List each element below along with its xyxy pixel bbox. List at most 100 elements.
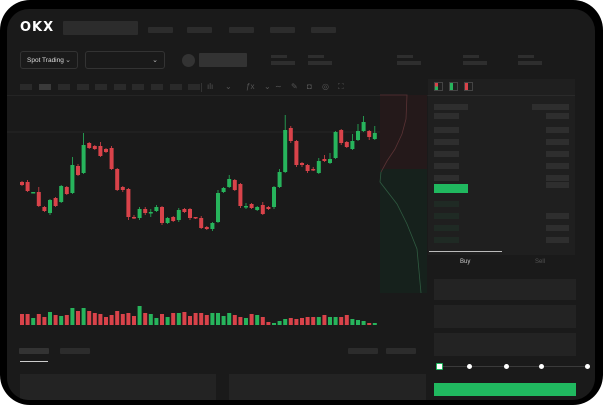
volume-bar xyxy=(272,323,276,325)
volume-bar xyxy=(356,320,360,325)
nav-item[interactable] xyxy=(148,27,173,33)
volume-bar xyxy=(137,306,142,325)
candle-body xyxy=(109,148,114,169)
ask-amount xyxy=(546,163,569,169)
candle-body xyxy=(339,130,344,143)
volume-bar xyxy=(25,314,30,325)
volume-bar xyxy=(48,312,52,325)
candle-body xyxy=(372,133,377,139)
volume-bar xyxy=(266,322,271,325)
ask-price xyxy=(434,139,459,145)
candle-body xyxy=(350,141,355,149)
candle-body xyxy=(70,165,75,193)
filter-button[interactable] xyxy=(386,348,416,354)
timeframe-button[interactable] xyxy=(95,84,107,90)
amount-slider-track[interactable] xyxy=(438,366,588,367)
price-input[interactable] xyxy=(434,279,576,300)
timeframe-button[interactable] xyxy=(20,84,32,90)
nav-item[interactable] xyxy=(311,27,336,33)
nav-item[interactable] xyxy=(270,27,295,33)
timeframe-button[interactable] xyxy=(170,84,182,90)
ask-price xyxy=(434,104,468,110)
candle-body xyxy=(171,217,176,221)
slider-knob[interactable] xyxy=(538,364,544,369)
candle-body xyxy=(160,207,164,223)
volume-bar xyxy=(361,321,366,325)
volume-bar xyxy=(221,316,226,325)
timeframe-button[interactable] xyxy=(114,84,126,90)
indicator-icon[interactable]: ƒx xyxy=(246,82,255,91)
timeframe-button[interactable] xyxy=(151,84,163,90)
candle-body xyxy=(182,209,187,212)
volume-bar xyxy=(160,314,164,325)
settings-icon[interactable]: ◎ xyxy=(322,82,329,91)
search-bar-placeholder[interactable] xyxy=(63,21,138,35)
candle-body xyxy=(64,187,69,194)
volume-bar xyxy=(109,315,114,325)
orderbook-asks-view-icon[interactable] xyxy=(464,82,473,91)
ask-amount xyxy=(546,151,569,157)
nav-item[interactable] xyxy=(229,27,254,33)
candle-body xyxy=(59,186,64,202)
volume-bar xyxy=(148,314,153,325)
candle-body xyxy=(294,141,299,165)
candle-body xyxy=(132,217,136,219)
timeframe-button[interactable] xyxy=(58,84,70,90)
candle-body xyxy=(311,169,316,171)
draw-pencil-icon[interactable]: ✎ xyxy=(291,82,298,91)
filter-button[interactable] xyxy=(348,348,378,354)
candle-body xyxy=(199,218,204,228)
tab-order-history[interactable] xyxy=(60,348,90,354)
fullscreen-icon[interactable]: ⛶ xyxy=(338,82,344,91)
market-dropdown[interactable]: Spot Trading ⌄ xyxy=(20,51,78,69)
stat-value xyxy=(518,61,542,65)
candle-body xyxy=(361,122,366,131)
nav-item[interactable] xyxy=(187,27,212,33)
candle-type-icon[interactable]: ılı xyxy=(207,82,214,91)
candle-body xyxy=(238,184,243,206)
spread-amount xyxy=(546,182,569,188)
volume-bar xyxy=(255,315,260,325)
slider-knob[interactable] xyxy=(584,364,590,369)
volume-bar xyxy=(367,323,372,325)
pair-dropdown[interactable]: ⌄ xyxy=(85,51,165,69)
volume-bar xyxy=(199,313,204,325)
orderbook-both-view-icon[interactable] xyxy=(434,82,443,91)
amount-input[interactable] xyxy=(434,305,576,328)
candle-body xyxy=(137,209,142,218)
tab-open-orders[interactable] xyxy=(19,348,49,354)
timeframe-button[interactable] xyxy=(132,84,144,90)
price-chart[interactable] xyxy=(7,9,595,400)
stat-label xyxy=(518,55,534,58)
slider-knob[interactable] xyxy=(466,364,472,369)
candle-body xyxy=(305,165,310,171)
tab-sell[interactable]: Sell xyxy=(535,259,546,265)
volume-bar xyxy=(64,315,69,325)
timeframe-button[interactable] xyxy=(77,84,89,90)
chevron-down-icon[interactable]: ⌄ xyxy=(225,82,232,91)
volume-bar xyxy=(311,317,316,325)
line-tool-icon[interactable]: ∼ xyxy=(275,82,282,91)
tab-buy[interactable]: Buy xyxy=(460,259,471,265)
chevron-down-icon: ⌄ xyxy=(152,57,158,64)
candle-body xyxy=(204,227,209,229)
candle-body xyxy=(20,182,24,185)
volume-bar xyxy=(87,311,92,325)
total-input[interactable] xyxy=(434,333,576,356)
buy-button[interactable] xyxy=(434,383,576,396)
volume-bar xyxy=(53,315,58,325)
toolbar-divider xyxy=(201,83,202,92)
timeframe-button[interactable] xyxy=(39,84,51,90)
orderbook-bids-view-icon[interactable] xyxy=(449,82,458,91)
timeframe-button[interactable] xyxy=(188,84,200,90)
volume-bar xyxy=(277,321,282,325)
candle-body xyxy=(367,131,372,137)
candle-body xyxy=(288,128,293,141)
slider-knob[interactable] xyxy=(503,364,509,369)
chevron-down-icon[interactable]: ⌄ xyxy=(264,82,271,91)
slider-knob[interactable] xyxy=(436,363,443,370)
candle-body xyxy=(216,193,220,222)
camera-icon[interactable]: ◘ xyxy=(307,82,312,91)
candle-body xyxy=(244,206,248,208)
candle-body xyxy=(283,130,288,172)
